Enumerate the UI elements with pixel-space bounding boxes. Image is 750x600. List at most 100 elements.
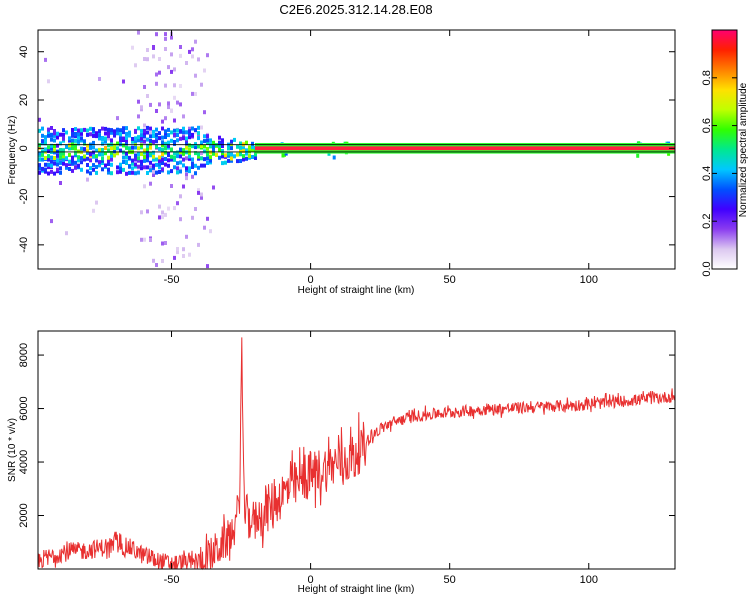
spectrogram-cell [53,156,56,160]
spectrogram-cell [41,152,44,157]
spectrogram-cell [95,134,98,139]
spectrogram-cell [140,162,143,167]
spectrogram-cell [188,143,191,148]
spectrogram-cell [152,157,155,162]
spectrogram-cell [191,126,194,131]
spectrogram-cell [143,128,146,133]
spectrogram-cell [125,151,128,156]
spectrogram-cell [173,155,176,160]
spectrogram-cell [179,129,182,134]
spectrogram-cell [149,126,152,131]
spectrogram-cell [92,163,95,168]
spectrogram-cell [131,45,134,50]
spectrogram-cell [143,131,146,136]
spectrogram-y-axis-label: Frequency (Hz) [7,116,18,185]
spectrogram-cell [143,184,146,189]
spectrogram-cell [200,192,203,197]
spectrogram-cell [203,149,206,154]
spectrogram-cell [149,238,152,242]
spectrogram-cell [71,168,74,173]
spectrogram-cell [167,163,170,168]
spectrogram-x-tick-label: 100 [580,274,598,286]
spectrogram-cell [50,137,53,142]
spectrogram-cell [152,173,155,177]
spectrogram-cell [137,164,140,169]
spectrogram-cell [173,128,176,133]
spectrogram-cell [170,184,173,188]
spectrogram-cell [161,126,164,131]
spectrogram-cell [95,170,98,175]
spectrogram-cell [218,143,221,148]
spectrogram-cell [182,184,185,189]
spectrogram-cell [80,128,83,133]
spectrogram-x-tick-label: -50 [164,274,180,286]
spectrogram-cell [149,131,152,136]
spectrogram-cell [203,157,206,162]
spectrogram-cell [197,144,200,149]
spectrogram-cell [221,141,224,146]
spectrogram-cell [83,147,86,152]
spectrogram-cell [47,149,50,153]
spectrogram-cell [194,92,197,96]
spectrogram-cell [167,105,170,110]
spectrogram-cell [170,69,173,74]
spectrogram-cell [74,146,77,151]
spectrogram-cell [101,126,104,131]
spectrogram-cell [206,140,209,145]
spectrogram-cell [188,126,191,131]
spectrogram-cell [98,136,101,141]
spectrogram-cell [50,146,53,151]
spectrogram-cell [182,136,185,141]
spectrogram-cell [38,151,41,156]
spectrogram-cell [146,147,149,152]
spectrogram-cell [191,174,194,179]
spectrogram-cell [188,156,191,161]
spectrogram-cell [62,154,65,159]
spectrogram-cell [170,147,173,152]
spectrogram-cell [161,167,164,172]
spectrogram-cell [77,135,80,140]
spectrogram-cell [155,127,158,132]
spectrogram-cell [128,146,131,151]
spectrogram-cell [53,161,56,166]
spectrogram-cell [44,141,47,146]
spectrogram-cell [92,127,95,132]
spectrogram-cell [56,158,59,163]
spectrogram-cell [68,153,71,157]
spectrogram-cell [203,134,206,139]
spectrogram-cell [110,138,113,143]
colorbar-tick-label: 0.8 [701,70,713,85]
spectrogram-cell [125,171,128,176]
spectrogram-x-axis-label: Height of straight line (km) [298,285,415,296]
spectrogram-cell [86,177,89,182]
spectrogram-cell [218,155,221,160]
figure-title: C2E6.2025.312.14.28.E08 [279,2,432,17]
spectrogram-cell [155,162,158,167]
spectrogram-cell [80,160,83,165]
spectrogram-cell [140,152,143,156]
spectrogram-cell [68,162,71,166]
spectrogram-cell [77,132,80,137]
spectrogram-cell [101,148,104,152]
spectrogram-cell [188,129,191,134]
spectrogram-cell [146,150,149,155]
spectrogram-cell [56,131,59,136]
spectrogram-cell [155,263,158,267]
spectrogram-cell [221,154,224,159]
spectrogram-cell [185,136,188,141]
spectrogram-cell [41,141,44,146]
spectrogram-cell [59,151,62,156]
spectrogram-cell [636,153,640,158]
spectrogram-y-tick-label: 0 [18,145,30,151]
spectrogram-cell [53,129,56,133]
spectrogram-cell [65,165,68,170]
spectrogram-cell [176,250,179,255]
spectrogram-cell [80,131,83,136]
spectrogram-cell [155,157,158,162]
spectrogram-cell [44,147,47,152]
snr-x-tick-label: 50 [444,574,456,586]
spectrogram-cell [155,139,158,144]
spectrogram-cell [98,129,101,134]
spectrogram-cell [50,219,53,224]
spectrogram-cell [155,144,158,149]
